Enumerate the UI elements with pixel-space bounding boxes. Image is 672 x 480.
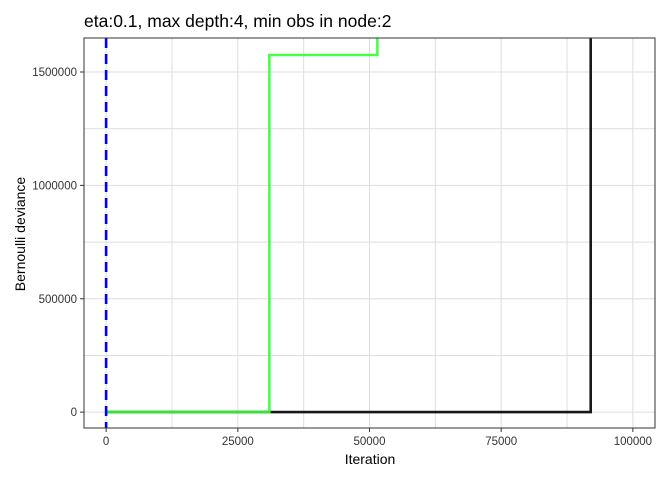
x-tick-label: 75000 xyxy=(485,436,517,448)
y-axis: 0 500000 1000000 1500000 xyxy=(32,67,84,419)
y-tick-label: 1000000 xyxy=(32,180,77,192)
chart-title: eta:0.1, max depth:4, min obs in node:2 xyxy=(84,11,391,31)
x-tick-label: 50000 xyxy=(354,436,386,448)
panel-grid xyxy=(84,38,655,428)
y-tick-label: 0 xyxy=(71,407,77,419)
x-axis-title: Iteration xyxy=(345,451,396,467)
x-tick-label: 100000 xyxy=(614,436,652,448)
series-line-2 xyxy=(106,38,379,414)
x-axis: 0 25000 50000 75000 100000 xyxy=(103,428,652,448)
series-line-1 xyxy=(106,38,593,414)
x-tick-label: 25000 xyxy=(222,436,254,448)
y-tick-label: 500000 xyxy=(39,294,77,306)
x-tick-label: 0 xyxy=(103,436,109,448)
y-tick-label: 1500000 xyxy=(32,67,77,79)
y-axis-title: Bernoulli deviance xyxy=(12,177,28,292)
series-layer xyxy=(106,38,593,414)
